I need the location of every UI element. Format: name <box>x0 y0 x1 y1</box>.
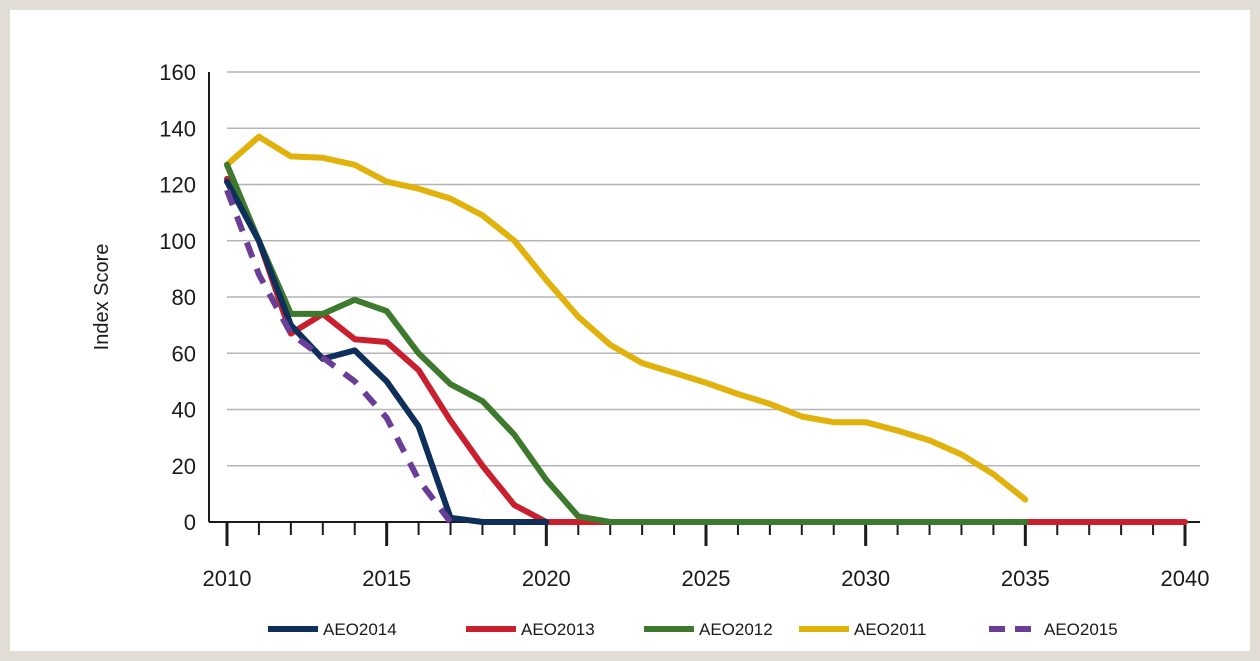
x-tick-label: 2025 <box>682 566 731 591</box>
y-axis-title: Index Score <box>91 244 113 351</box>
x-tick-label: 2010 <box>203 566 252 591</box>
y-tick-label: 100 <box>159 229 196 254</box>
y-tick-label: 80 <box>172 285 196 310</box>
y-tick-label: 0 <box>184 510 196 535</box>
legend: AEO2014 AEO2013 AEO2012 AEO2011 AEO2015 <box>268 620 1118 639</box>
legend-label-aeo2012: AEO2012 <box>699 620 773 639</box>
axes <box>208 72 1200 546</box>
series-line-aeo2014 <box>224 178 550 525</box>
y-tick-label: 20 <box>172 454 196 479</box>
legend-label-aeo2014: AEO2014 <box>323 620 397 639</box>
y-tick-label: 140 <box>159 116 196 141</box>
legend-label-aeo2015: AEO2015 <box>1044 620 1118 639</box>
y-tick-label: 60 <box>172 341 196 366</box>
x-tick-label: 2035 <box>1001 566 1050 591</box>
legend-label-aeo2013: AEO2013 <box>521 620 595 639</box>
series-line-aeo2011 <box>224 133 1029 503</box>
series-line-aeo2012 <box>224 161 1029 525</box>
series-line-aeo2015 <box>224 189 453 524</box>
chart-panel <box>10 10 1250 651</box>
x-tick-label: 2030 <box>841 566 890 591</box>
y-tick-label: 160 <box>159 60 196 85</box>
x-tick-label: 2015 <box>362 566 411 591</box>
legend-label-aeo2011: AEO2011 <box>854 620 926 639</box>
series-line-aeo2013 <box>224 175 1188 525</box>
x-tick-label: 2020 <box>522 566 571 591</box>
series-lines <box>224 133 1188 525</box>
y-tick-label: 120 <box>159 173 196 198</box>
grid-lines <box>227 71 1200 467</box>
y-tick-label: 40 <box>172 398 196 423</box>
x-tick-label: 2040 <box>1161 566 1210 591</box>
